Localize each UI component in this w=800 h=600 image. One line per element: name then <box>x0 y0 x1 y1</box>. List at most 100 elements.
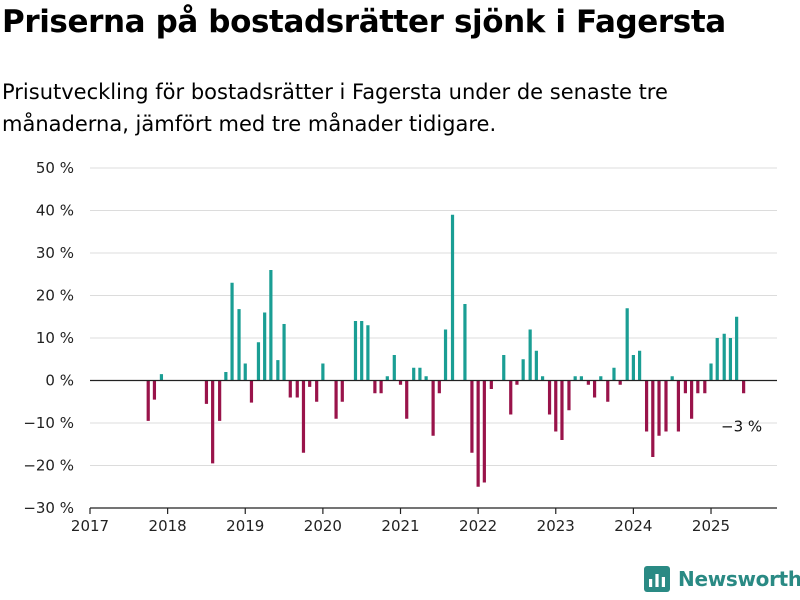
x-tick-label: 2019 <box>226 517 264 535</box>
bar <box>664 380 668 432</box>
brand-name: Newsworthy <box>678 567 800 591</box>
bar <box>586 380 590 385</box>
bar <box>373 380 377 394</box>
x-tick-label: 2023 <box>537 517 575 535</box>
bar <box>599 376 603 381</box>
y-tick-label: −20 % <box>23 457 74 475</box>
y-axis-labels: 50 % 40 % 30 % 20 % 10 % 0 % −10 % −20 % −30 % <box>23 159 74 517</box>
bar <box>618 380 622 385</box>
bar <box>385 376 389 381</box>
bar <box>360 321 364 381</box>
bar <box>703 380 707 394</box>
bar <box>263 312 267 381</box>
bar <box>573 376 577 381</box>
x-tick-label: 2022 <box>459 517 497 535</box>
y-tick-label: 20 % <box>36 287 74 305</box>
bar <box>676 380 681 432</box>
bar <box>592 380 597 398</box>
bar <box>424 376 428 381</box>
bar <box>450 214 455 381</box>
bar <box>534 350 538 381</box>
bar <box>709 363 713 381</box>
y-tick-label: −30 % <box>23 499 74 517</box>
bar <box>657 380 661 436</box>
y-tick-label: 0 % <box>45 372 74 390</box>
bar <box>353 321 358 381</box>
bar-chart-logo-icon <box>644 566 670 592</box>
bar <box>321 363 325 381</box>
bar <box>489 380 493 389</box>
chart-subtitle: Prisutveckling för bostadsrätter i Fager… <box>2 80 668 136</box>
chart-title: Priserna på bostadsrätter sjönk i Fagers… <box>2 4 726 40</box>
bar <box>256 342 261 381</box>
annotations: −3 % <box>721 417 762 435</box>
bar <box>482 380 486 483</box>
bar <box>379 380 383 394</box>
bar <box>431 380 435 436</box>
bar <box>540 376 545 381</box>
bar <box>696 380 700 394</box>
bar <box>638 350 642 381</box>
bar <box>606 380 610 402</box>
bar <box>631 355 635 381</box>
bar <box>567 380 571 411</box>
bar <box>204 380 209 404</box>
bar <box>230 282 234 381</box>
bar <box>308 380 312 387</box>
x-tick-label: 2018 <box>149 517 187 535</box>
bar <box>249 380 254 403</box>
bar <box>366 325 370 381</box>
bar <box>554 380 558 432</box>
bar <box>651 380 655 457</box>
y-tick-label: 40 % <box>36 202 74 220</box>
bar <box>224 372 228 381</box>
bar <box>295 380 299 398</box>
bar <box>728 338 733 381</box>
gridlines <box>90 167 777 466</box>
bar <box>211 380 215 464</box>
bar <box>509 380 513 415</box>
bar <box>625 308 629 381</box>
bar <box>560 380 564 440</box>
bar <box>612 367 616 381</box>
bar <box>502 355 506 381</box>
x-tick-label: 2017 <box>71 517 109 535</box>
bar <box>243 363 247 381</box>
x-axis <box>89 379 777 514</box>
bar <box>159 374 164 381</box>
bar <box>315 380 319 402</box>
y-tick-label: 30 % <box>36 244 74 262</box>
bar <box>690 380 694 419</box>
x-tick-label: 2025 <box>692 517 730 535</box>
bar <box>405 380 409 419</box>
bar <box>443 329 448 381</box>
bar <box>392 355 396 381</box>
bar <box>152 380 157 400</box>
bar <box>463 304 467 381</box>
x-axis-labels: 2017 2018 2019 2020 2021 2022 2023 2024 2025 <box>71 517 730 535</box>
bar <box>301 380 306 453</box>
bar <box>146 380 150 421</box>
y-tick-label: 10 % <box>36 329 74 347</box>
bar <box>715 338 719 381</box>
bar <box>398 380 403 385</box>
bar <box>269 270 273 381</box>
bar <box>412 367 416 381</box>
bars <box>146 214 746 487</box>
last-value-label: −3 % <box>721 417 762 435</box>
bar <box>288 380 292 398</box>
bar <box>670 376 674 381</box>
bar <box>683 380 687 394</box>
bar <box>644 380 649 432</box>
bar <box>521 359 525 381</box>
bar <box>722 333 726 381</box>
bar-chart: 50 % 40 % 30 % 20 % 10 % 0 % −10 % −20 % −30 % 2… <box>23 159 777 535</box>
y-tick-label: −10 % <box>23 414 74 432</box>
bar <box>547 380 552 415</box>
bar <box>528 329 532 381</box>
bar <box>418 367 422 381</box>
brand-logo: Newsworthy <box>644 566 800 592</box>
x-tick-label: 2021 <box>381 517 419 535</box>
bar <box>470 380 474 453</box>
bar <box>282 323 286 381</box>
